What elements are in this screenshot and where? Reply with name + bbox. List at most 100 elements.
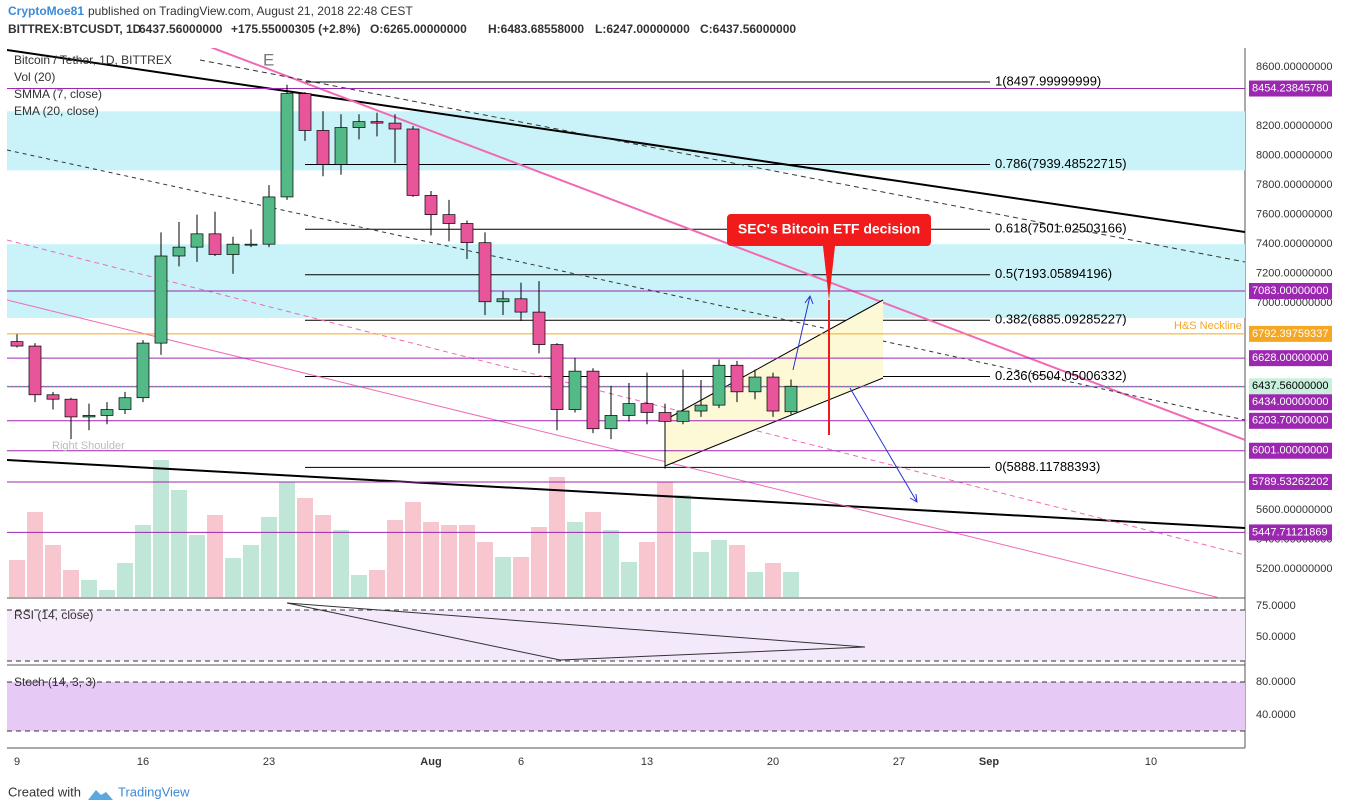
- callout-text: SEC's Bitcoin ETF decision: [738, 221, 920, 237]
- candle-body: [46, 394, 60, 400]
- candle-body: [28, 345, 42, 396]
- zone: [7, 244, 1245, 318]
- price-tag: [1249, 412, 1332, 429]
- footer-brand[interactable]: TradingView: [118, 784, 190, 799]
- volume-bar: [135, 525, 151, 597]
- candle-body: [622, 403, 636, 416]
- candle-body: [532, 311, 546, 345]
- y-tick-label: 8000.00000000: [1256, 149, 1332, 161]
- candle-body: [442, 214, 456, 224]
- volume-bar: [279, 482, 295, 597]
- x-tick-label: 27: [893, 756, 905, 768]
- price-tag: [1249, 325, 1332, 342]
- candle-body: [334, 127, 348, 165]
- x-tick-label: 9: [14, 756, 20, 768]
- volume-bar: [333, 530, 349, 597]
- legend-item: Vol (20): [14, 70, 55, 84]
- candle-body: [658, 412, 672, 422]
- trendline: [199, 59, 1245, 263]
- candle-body: [10, 341, 24, 347]
- price-tag: [1249, 442, 1332, 459]
- volume-bar: [405, 502, 421, 597]
- low: L:6247.00000000: [595, 22, 690, 36]
- volume-bar: [567, 522, 583, 597]
- x-tick-label: 23: [263, 756, 275, 768]
- candle-body: [406, 128, 420, 196]
- candle-body: [190, 233, 204, 248]
- volume-bar: [387, 520, 403, 597]
- trendline: [7, 149, 1245, 421]
- volume-bar: [369, 570, 385, 597]
- candle-body: [550, 344, 564, 410]
- volume-bar: [81, 580, 97, 597]
- price-tag-text: 6628.00000000: [1252, 352, 1328, 364]
- callout: [727, 214, 931, 300]
- price-tag-text: 7083.00000000: [1252, 285, 1328, 297]
- fib-label: 0(5888.11788393): [995, 459, 1100, 474]
- close: C:6437.56000000: [700, 22, 796, 36]
- candle-body: [694, 404, 708, 412]
- volume-bar: [693, 552, 709, 597]
- volume-bar: [459, 525, 475, 597]
- volume-bar: [99, 590, 115, 597]
- volume-bar: [783, 572, 799, 597]
- volume-bar: [513, 557, 529, 597]
- legend-item: Bitcoin / Tether, 1D, BITTREX: [14, 53, 172, 67]
- trendline: [7, 239, 1245, 556]
- price-tag: [1249, 378, 1332, 395]
- volume-bar: [585, 512, 601, 597]
- candle-body: [424, 195, 438, 215]
- volume-bar: [171, 490, 187, 597]
- author[interactable]: CryptoMoe81: [8, 4, 84, 18]
- y-tick-label: 8200.00000000: [1256, 120, 1332, 132]
- price-tag-text: 6203.70000000: [1252, 415, 1328, 427]
- price-tag: [1249, 80, 1332, 97]
- volume-bar: [225, 558, 241, 597]
- logo: [88, 790, 113, 800]
- price-tag: [1249, 524, 1332, 541]
- rsi-band: [7, 610, 1245, 661]
- legend-item: SMMA (7, close): [14, 87, 102, 101]
- volume-bar: [261, 517, 277, 597]
- price-tag-text: 6792.39759337: [1252, 328, 1328, 340]
- volume-bar: [747, 572, 763, 597]
- volume-bar: [423, 522, 439, 597]
- flag-line: [664, 377, 884, 467]
- y-tick-label: 7600.00000000: [1256, 209, 1332, 221]
- change: +175.55000305 (+2.8%): [231, 22, 360, 36]
- y-tick-label: 7000.00000000: [1256, 297, 1332, 309]
- volume-bar: [9, 560, 25, 597]
- volume-bar: [189, 535, 205, 597]
- candle-body: [226, 243, 240, 255]
- candle-body: [280, 93, 294, 198]
- volume-bar: [243, 545, 259, 597]
- candle-body: [712, 364, 726, 406]
- fib-label: 0.5(7193.05894196): [995, 266, 1112, 281]
- trendline: [210, 48, 1245, 441]
- fib-label: 0.236(6504.05006332): [995, 368, 1127, 383]
- volume-bar: [711, 540, 727, 597]
- rsi-triangle: [286, 602, 866, 661]
- price-tag: [1249, 282, 1332, 299]
- symbol: BITTREX:BTCUSDT, 1D: [8, 22, 142, 36]
- candle-body: [478, 242, 492, 303]
- trendline: [7, 49, 1245, 233]
- x-tick-label: 6: [518, 756, 524, 768]
- rsi-tick: 50.0000: [1256, 631, 1296, 643]
- volume-bar: [657, 482, 673, 597]
- price-tag-text: 8454.23845780: [1252, 82, 1328, 94]
- candle-body: [64, 398, 78, 418]
- volume-bar: [531, 527, 547, 597]
- candle-body: [604, 415, 618, 430]
- trendline: [7, 299, 1221, 598]
- candle-body: [82, 415, 96, 418]
- volume-bar: [117, 563, 133, 597]
- candle-body: [460, 223, 474, 244]
- neckline-name: H&S Neckline: [1174, 320, 1242, 332]
- stoch-band: [7, 682, 1245, 731]
- candle-body: [784, 385, 798, 413]
- arrow: [792, 294, 918, 503]
- candle-body: [370, 121, 384, 124]
- candle-body: [766, 376, 780, 412]
